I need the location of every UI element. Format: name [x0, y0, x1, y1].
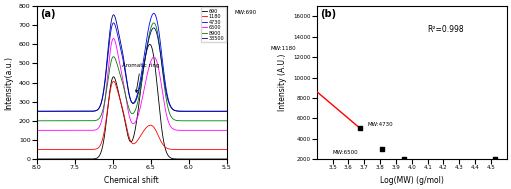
4730 — [105, 49, 111, 51]
6500 — [193, 129, 199, 132]
8900 — [149, 25, 155, 27]
1180 — [66, 148, 72, 151]
4730 — [193, 110, 199, 112]
1180 — [149, 124, 155, 126]
Point — [491, 157, 499, 160]
33500 — [193, 110, 199, 112]
8900 — [105, 75, 111, 78]
Point — [224, 15, 232, 18]
Line: 690: 690 — [33, 44, 230, 159]
Line: 8900: 8900 — [33, 23, 230, 121]
4730 — [30, 110, 36, 112]
690 — [177, 158, 183, 160]
8900 — [193, 120, 199, 122]
X-axis label: Log(MW) (g/mol): Log(MW) (g/mol) — [380, 176, 444, 185]
6500 — [30, 129, 36, 132]
690 — [66, 158, 72, 160]
Text: MW:4730: MW:4730 — [367, 122, 393, 127]
Text: R²=0.998: R²=0.998 — [428, 25, 464, 34]
6500 — [110, 37, 117, 40]
Point — [400, 157, 408, 160]
8900 — [66, 120, 72, 122]
Point — [378, 147, 386, 150]
33500 — [66, 110, 72, 112]
4730 — [227, 110, 234, 112]
6500 — [149, 59, 155, 61]
690 — [158, 126, 165, 129]
4730 — [66, 110, 72, 112]
Text: MW:690: MW:690 — [235, 10, 257, 15]
6500 — [227, 129, 234, 132]
Point — [261, 50, 269, 53]
Y-axis label: Intensity(a.u.): Intensity(a.u.) — [4, 56, 13, 110]
690 — [227, 158, 234, 160]
690 — [147, 43, 153, 46]
Text: MW:6500: MW:6500 — [333, 150, 358, 155]
33500 — [227, 110, 234, 112]
33500 — [149, 29, 155, 31]
690 — [193, 158, 199, 160]
33500 — [158, 61, 165, 63]
8900 — [227, 120, 234, 122]
Text: MW:1180: MW:1180 — [271, 46, 296, 51]
X-axis label: Chemical shift: Chemical shift — [104, 176, 159, 185]
33500 — [30, 110, 36, 112]
33500 — [110, 14, 117, 16]
Point — [356, 127, 364, 130]
1180 — [105, 101, 111, 104]
4730 — [151, 12, 157, 15]
6500 — [177, 129, 183, 132]
Line: 1180: 1180 — [33, 81, 230, 149]
Legend: 690, 1180, 4730, 6500, 8900, 33500: 690, 1180, 4730, 6500, 8900, 33500 — [201, 7, 226, 43]
1180 — [158, 141, 165, 143]
Line: 33500: 33500 — [33, 15, 230, 111]
690 — [149, 46, 155, 48]
8900 — [151, 22, 157, 24]
6500 — [158, 85, 165, 87]
8900 — [177, 120, 183, 122]
Text: (b): (b) — [320, 9, 337, 19]
8900 — [158, 61, 165, 64]
1180 — [177, 148, 183, 151]
1180 — [110, 80, 117, 82]
Text: (a): (a) — [40, 9, 56, 19]
6500 — [66, 129, 72, 132]
1180 — [227, 148, 234, 151]
1180 — [30, 148, 36, 151]
33500 — [105, 44, 111, 46]
Line: 4730: 4730 — [33, 13, 230, 111]
Line: 6500: 6500 — [33, 38, 230, 130]
4730 — [158, 52, 165, 54]
1180 — [193, 148, 199, 151]
8900 — [30, 120, 36, 122]
Y-axis label: Intensity (A.U.): Intensity (A.U.) — [278, 54, 287, 111]
690 — [30, 158, 36, 160]
4730 — [177, 110, 183, 112]
690 — [105, 101, 111, 103]
4730 — [149, 15, 155, 18]
33500 — [177, 110, 183, 112]
Text: Aromatic ring: Aromatic ring — [122, 63, 159, 92]
6500 — [105, 66, 111, 68]
